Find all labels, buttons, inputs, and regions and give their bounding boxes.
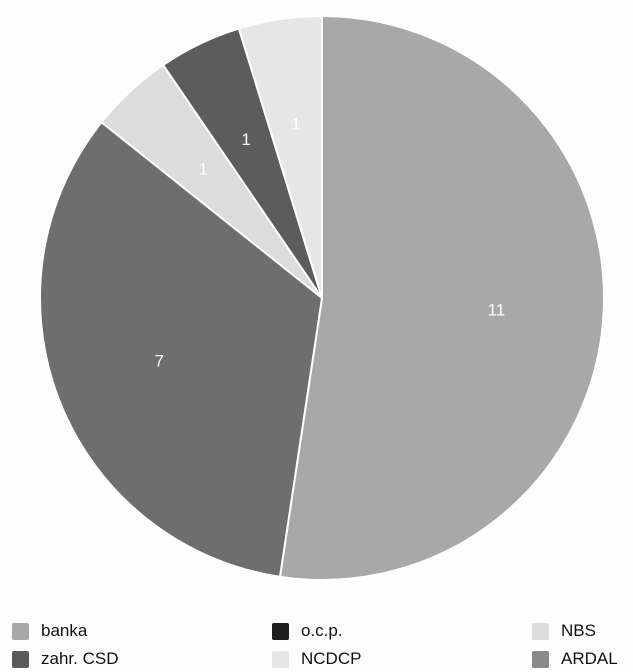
legend-label: NBS xyxy=(561,621,596,640)
legend-label: o.c.p. xyxy=(301,621,343,640)
legend-swatch xyxy=(12,650,29,668)
pie-slice-banka xyxy=(278,14,606,581)
legend-item: ARDAL xyxy=(532,648,618,670)
legend-label: ARDAL xyxy=(561,649,618,668)
pie-data-label: 1 xyxy=(198,159,207,178)
legend-swatch xyxy=(532,650,549,668)
legend-label: banka xyxy=(41,621,88,640)
legend-swatch xyxy=(532,622,549,640)
legend-item: zahr. CSD xyxy=(12,648,118,670)
pie-data-label: 11 xyxy=(488,301,506,320)
pie-data-label: 7 xyxy=(154,351,163,370)
legend-label: NCDCP xyxy=(301,649,362,668)
pie-data-label: 1 xyxy=(241,130,250,149)
pie-data-label: 1 xyxy=(291,115,300,134)
chart-legend: banka o.c.p. NBS zahr. CSD NCDCP ARDAL xyxy=(0,614,633,672)
legend-item: NCDCP xyxy=(272,648,361,670)
pie-slice-zahr-csd xyxy=(39,120,324,578)
legend-item: NBS xyxy=(532,620,596,642)
legend-swatch xyxy=(272,622,289,640)
legend-label: zahr. CSD xyxy=(41,649,119,668)
legend-swatch xyxy=(12,622,29,640)
pie-slices xyxy=(39,14,606,581)
pie-slice-ncdcp xyxy=(237,14,323,299)
legend-item: o.c.p. xyxy=(272,620,343,642)
legend-item: banka xyxy=(12,620,87,642)
legend-swatch xyxy=(272,650,289,668)
